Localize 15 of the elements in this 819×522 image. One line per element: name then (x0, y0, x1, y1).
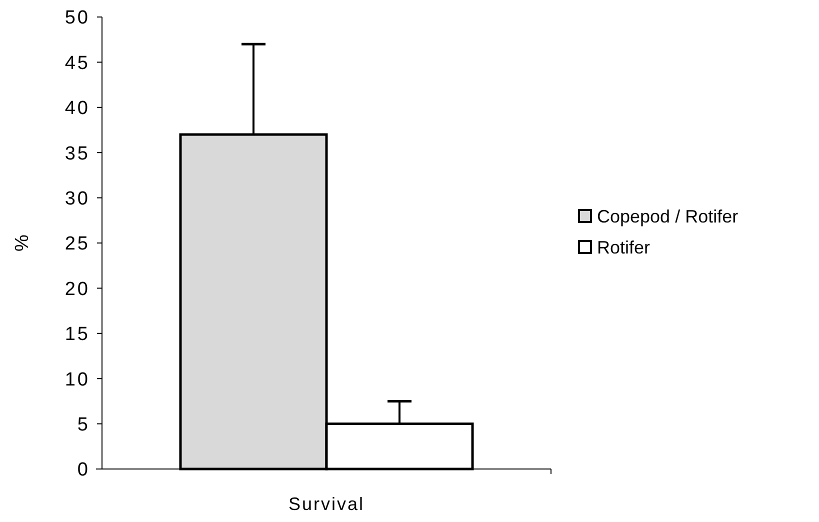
y-axis-title: % (12, 234, 33, 252)
legend-label: Copepod / Rotifer (597, 206, 738, 226)
y-tick-label: 30 (64, 188, 90, 210)
y-tick-label: 20 (64, 278, 90, 300)
y-tick-label: 35 (64, 143, 90, 164)
y-tick-label: 5 (77, 414, 90, 436)
y-tick-label: 10 (64, 369, 90, 390)
legend-label: Rotifer (597, 237, 650, 258)
y-tick-label: 15 (64, 324, 90, 346)
y-tick-label: 25 (64, 234, 90, 255)
y-tick-label: 45 (64, 52, 90, 74)
y-tick-label: 50 (64, 8, 90, 29)
x-tick-label: Survival (288, 494, 365, 514)
y-tick-label: 0 (77, 460, 90, 481)
y-tick-label: 40 (64, 98, 90, 120)
